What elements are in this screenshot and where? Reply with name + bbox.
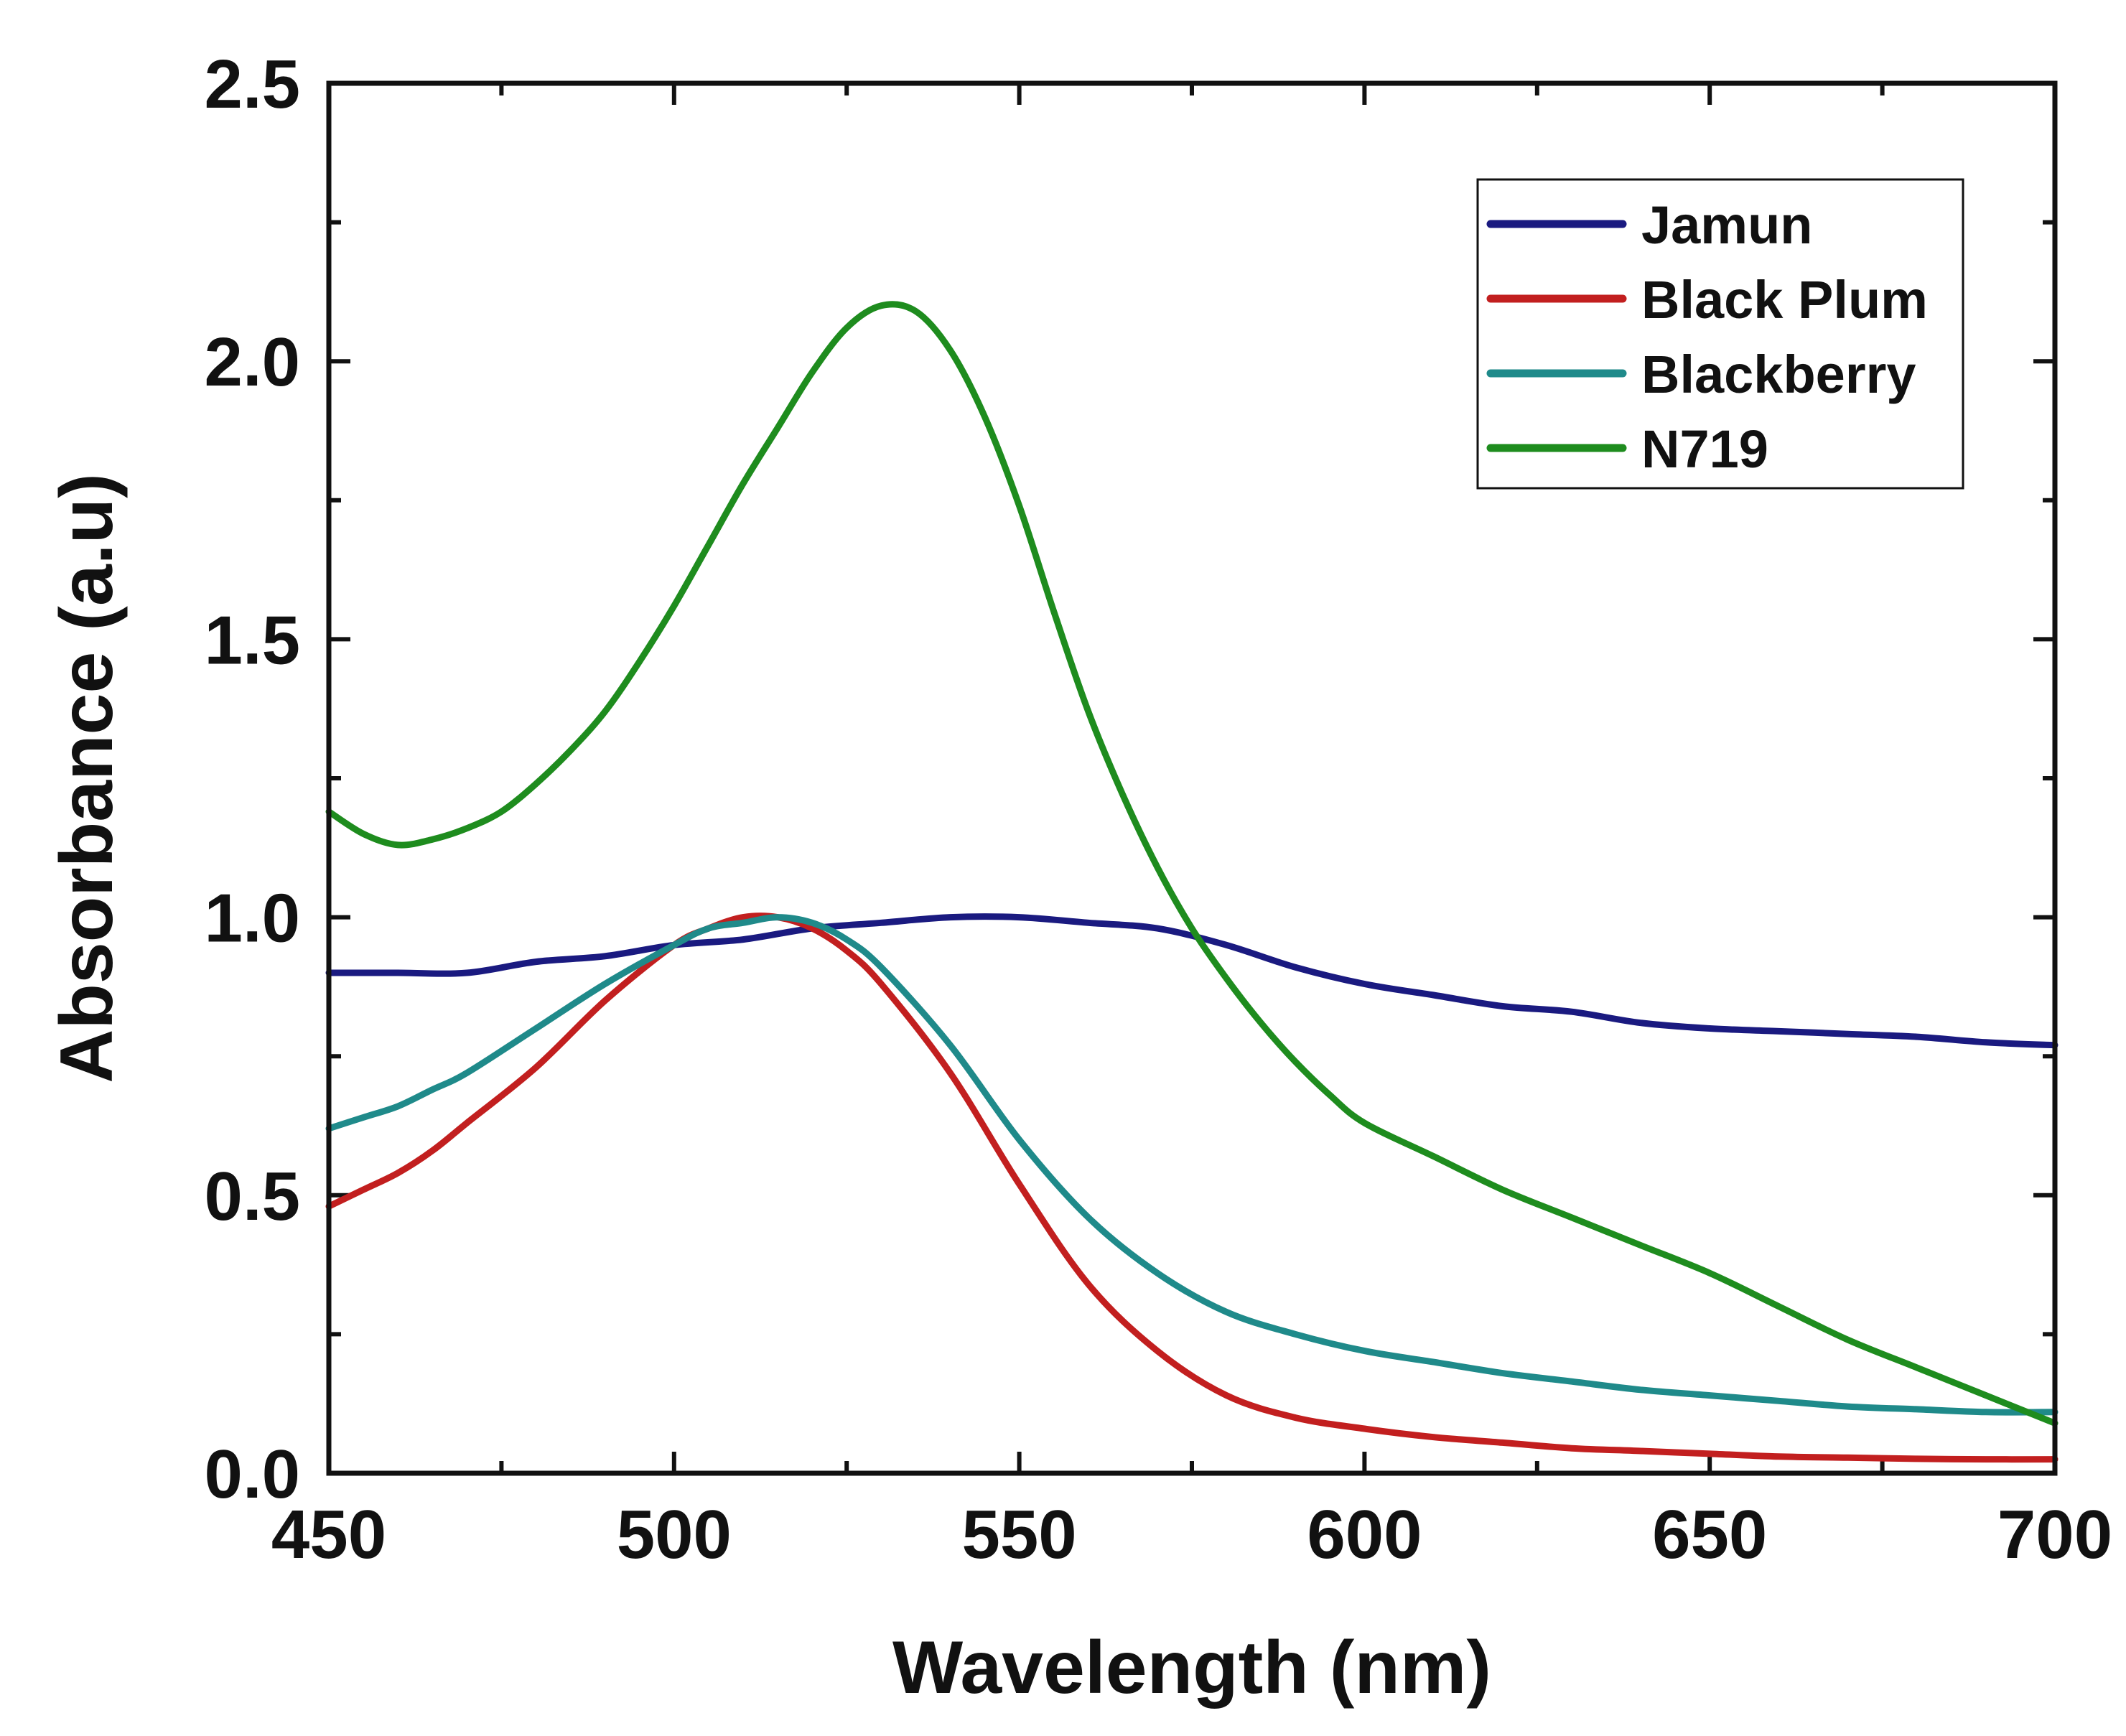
legend-item-n719: N719: [1486, 419, 1768, 479]
y-axis-title: Absorbance (a.u): [45, 473, 129, 1083]
y-tick-label: 2.0: [205, 324, 300, 401]
y-tick-label: 0.5: [205, 1158, 300, 1235]
x-axis-title: Wavelength (nm): [892, 1626, 1491, 1709]
legend-label-n719: N719: [1641, 419, 1768, 479]
plot-frame: [326, 80, 2058, 1476]
series-lines: [325, 301, 2059, 1463]
legend-item-jamun: Jamun: [1486, 195, 1813, 255]
legend: Jamun Black Plum Blackberry N719: [1476, 178, 1964, 490]
x-tick-label: 450: [271, 1496, 386, 1573]
series-line-n719: [325, 301, 2059, 1427]
x-tick-label: 700: [1997, 1496, 2112, 1573]
y-tick-label: 1.0: [205, 880, 300, 957]
y-tick-label: 2.5: [205, 46, 300, 123]
x-tick-label: 650: [1652, 1496, 1767, 1573]
x-tick-label: 550: [962, 1496, 1077, 1573]
legend-label-blackberry: Blackberry: [1641, 345, 1916, 404]
x-tick-label: 500: [617, 1496, 732, 1573]
y-tick-label: 1.5: [205, 602, 300, 678]
legend-item-black-plum: Black Plum: [1486, 270, 1928, 330]
legend-label-jamun: Jamun: [1641, 195, 1813, 255]
y-tick-label: 0.0: [205, 1436, 300, 1513]
legend-box: [1476, 178, 1964, 490]
series-line-black-plum: [325, 913, 2059, 1463]
series-line-blackberry: [325, 914, 2059, 1416]
tick-labels: 450 500 550 600 650 700 0.0 0.5 1.0 1.5 2.0 2.5: [205, 46, 2113, 1573]
legend-label-black-plum: Black Plum: [1641, 270, 1928, 330]
legend-item-blackberry: Blackberry: [1486, 345, 1916, 404]
x-tick-label: 600: [1307, 1496, 1422, 1573]
